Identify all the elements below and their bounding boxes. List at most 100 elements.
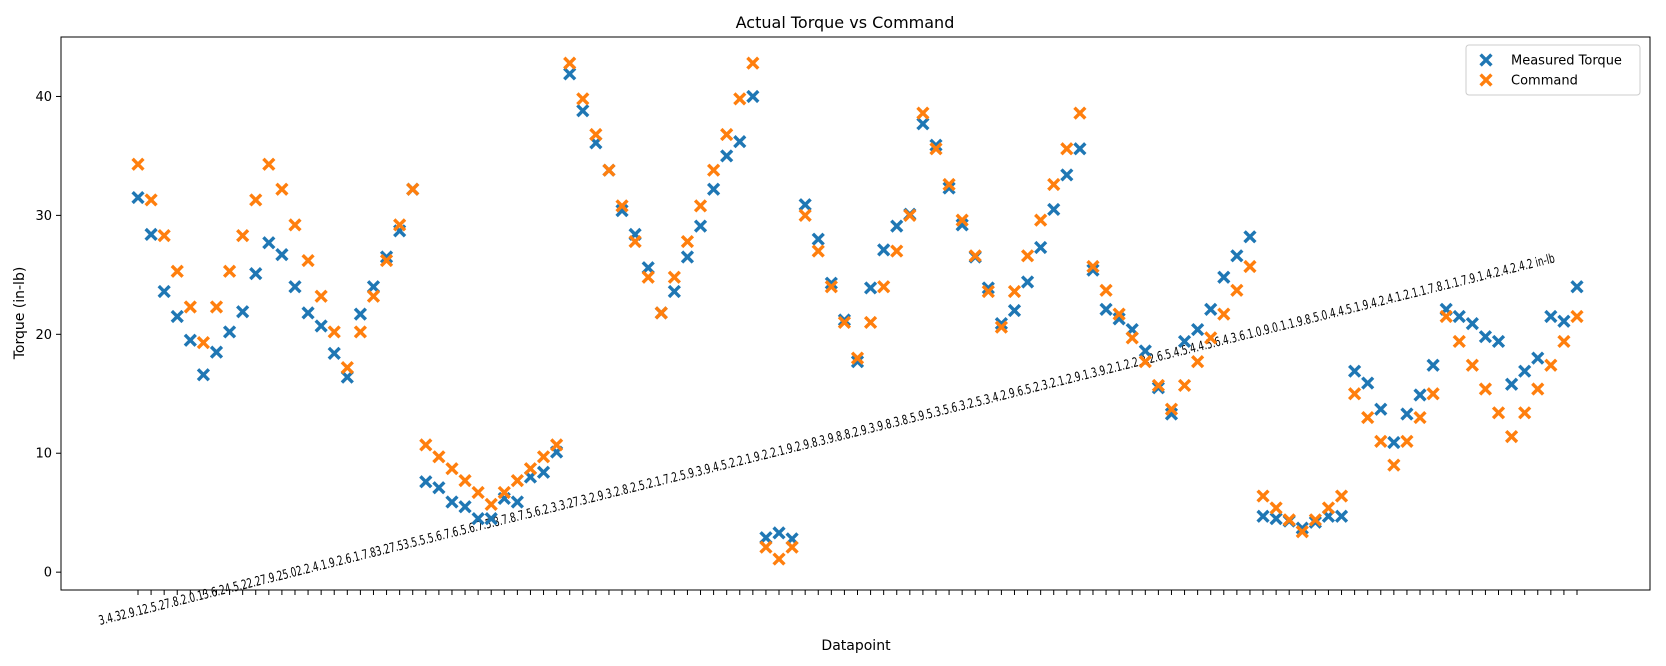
command-marker — [1164, 402, 1179, 416]
command-marker — [589, 127, 603, 142]
command-marker — [196, 336, 211, 350]
measured-torque-marker — [458, 500, 472, 514]
command-marker — [236, 229, 250, 243]
measured-torque-marker — [523, 470, 538, 484]
y-axis: 0 10 20 30 40 — [35, 90, 61, 581]
measured-torque-marker — [1518, 364, 1532, 378]
measured-torque-marker — [445, 495, 459, 509]
command-marker — [1452, 334, 1466, 349]
y-tick-label: 0 — [44, 566, 52, 581]
measured-torque-marker — [183, 333, 197, 347]
command-marker — [445, 462, 459, 476]
command-marker — [209, 300, 224, 314]
command-marker — [1400, 434, 1414, 448]
command-marker — [1007, 284, 1022, 299]
measured-torque-marker — [563, 67, 577, 81]
measured-torque-marker — [1256, 509, 1270, 523]
legend-item-command[interactable]: Command — [1479, 73, 1578, 89]
measured-torque-marker — [1570, 280, 1584, 294]
legend-box — [1465, 44, 1641, 96]
measured-torque-marker — [1125, 322, 1139, 337]
command-marker — [1269, 501, 1283, 515]
command-marker — [131, 157, 145, 171]
command-marker — [1020, 249, 1035, 263]
command-marker — [275, 182, 289, 196]
measured-torque-marker — [680, 250, 695, 264]
measured-torque-marker — [720, 149, 734, 163]
measured-torque-marker — [353, 307, 367, 321]
command-marker — [249, 193, 263, 207]
command-marker — [262, 157, 276, 171]
measured-torque-marker — [1243, 230, 1257, 244]
x-axis-title: Datapoint — [821, 638, 891, 654]
measured-torque-marker — [1387, 435, 1401, 450]
y-axis-title: Torque (in-lb) — [12, 267, 28, 361]
legend-label: Command — [1511, 74, 1578, 89]
measured-torque-marker — [275, 248, 289, 262]
measured-torque-marker — [877, 243, 891, 257]
measured-torque-marker — [157, 284, 171, 299]
measured-torque-marker — [589, 136, 603, 150]
measured-torque-marker — [249, 267, 263, 281]
command-marker — [1138, 355, 1152, 369]
command-marker — [563, 56, 577, 70]
measured-torque-marker — [288, 280, 302, 294]
command-marker — [929, 142, 943, 156]
measured-torque-marker — [1478, 330, 1493, 344]
command-marker — [327, 325, 341, 339]
command-marker — [576, 92, 590, 106]
command-marker — [314, 289, 328, 303]
command-marker — [641, 270, 655, 284]
measured-torque-marker — [144, 227, 158, 242]
plot-frame — [60, 36, 1651, 591]
measured-torque-marker — [536, 465, 551, 479]
measured-torque-marker — [1177, 334, 1192, 349]
measured-torque-marker — [262, 236, 276, 250]
command-marker — [1086, 259, 1100, 274]
command-marker — [157, 229, 171, 243]
measured-torque-marker — [209, 345, 224, 359]
measured-torque-marker — [1034, 240, 1048, 255]
command-marker — [288, 218, 302, 232]
measured-torque-marker — [1099, 302, 1113, 316]
command-marker — [1439, 309, 1453, 324]
command-marker — [863, 315, 878, 330]
measured-torque-marker — [733, 135, 747, 149]
measured-torque-marker — [1374, 402, 1388, 416]
command-marker — [1413, 410, 1427, 425]
measured-torque-marker — [1544, 309, 1558, 324]
command-marker — [903, 208, 917, 222]
command-marker — [1073, 106, 1087, 120]
measured-torque-marker — [1426, 358, 1440, 372]
command-marker — [432, 450, 446, 464]
command-marker — [484, 497, 498, 511]
command-marker — [1348, 387, 1362, 401]
command-marker — [850, 351, 865, 365]
measured-torque-marker — [641, 261, 655, 275]
command-marker — [379, 253, 394, 268]
command-marker — [981, 284, 995, 299]
command-marker — [497, 485, 511, 500]
measured-torque-marker — [1047, 202, 1061, 217]
legend[interactable]: Measured Torque Command — [1465, 44, 1641, 96]
measured-torque-marker — [236, 305, 250, 319]
legend-item-measured-torque[interactable]: Measured Torque — [1479, 53, 1622, 69]
legend-command-marker — [1479, 73, 1493, 87]
measured-torque-marker — [916, 117, 930, 131]
measured-torque-marker — [1491, 334, 1506, 349]
command-marker — [1544, 358, 1558, 372]
command-marker — [994, 320, 1009, 334]
measured-torque-marker — [667, 284, 681, 299]
command-marker — [366, 289, 381, 303]
measured-torque-marker — [1504, 377, 1519, 391]
command-marker — [877, 280, 891, 294]
measured-torque-marker — [1361, 376, 1375, 390]
command-marker — [746, 56, 760, 70]
measured-torque-marker — [1191, 322, 1205, 337]
command-marker — [510, 473, 524, 488]
command-marker — [733, 92, 747, 106]
command-marker — [772, 552, 786, 566]
command-marker — [1465, 358, 1479, 372]
command-marker — [1034, 213, 1048, 227]
